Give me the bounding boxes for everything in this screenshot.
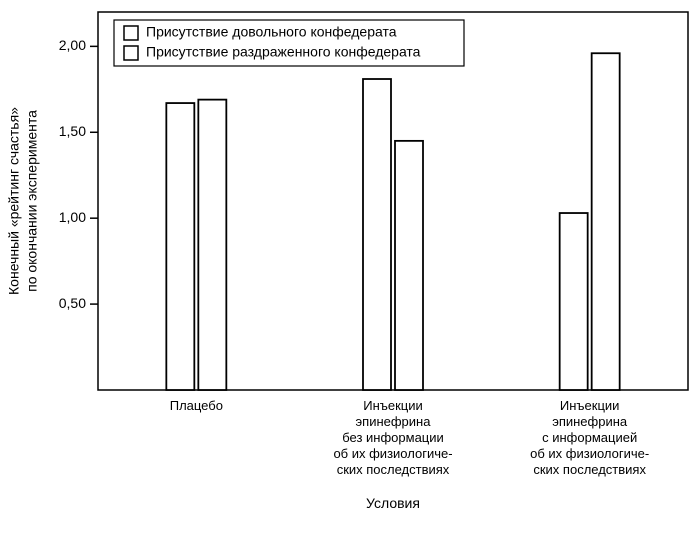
- x-category-label-line: ских последствиях: [533, 462, 646, 477]
- x-category-label-line: без информации: [342, 430, 444, 445]
- y-tick-label: 0,50: [59, 295, 86, 311]
- bar-group0-series1: [198, 100, 226, 390]
- x-category-label-line: с информацией: [542, 430, 637, 445]
- y-tick-label: 1,50: [59, 123, 86, 139]
- x-category-label-line: Инъекции: [560, 398, 620, 413]
- y-tick-label: 2,00: [59, 37, 86, 53]
- y-axis-label-line: по окончании эксперимента: [24, 110, 40, 292]
- legend-swatch: [124, 46, 138, 60]
- x-category-label-line: об их физиологиче-: [530, 446, 649, 461]
- x-category-label-line: об их физиологиче-: [333, 446, 452, 461]
- y-tick-label: 1,00: [59, 209, 86, 225]
- bar-group1-series0: [363, 79, 391, 390]
- bar-group2-series0: [560, 213, 588, 390]
- x-category-label-line: эпинефрина: [552, 414, 628, 429]
- bar-group2-series1: [592, 53, 620, 390]
- x-category-label-line: ских последствиях: [337, 462, 450, 477]
- x-category-label-line: эпинефрина: [356, 414, 432, 429]
- x-axis-label: Условия: [366, 495, 420, 511]
- bar-group0-series0: [166, 103, 194, 390]
- bar-group1-series1: [395, 141, 423, 390]
- legend-label: Присутствие раздраженного конфедерата: [146, 44, 421, 60]
- x-category-label-line: Инъекции: [363, 398, 423, 413]
- y-axis-label-line: Конечный «рейтинг счастья»: [6, 107, 22, 295]
- legend-label: Присутствие довольного конфедерата: [146, 24, 397, 40]
- legend-swatch: [124, 26, 138, 40]
- happiness-bar-chart: 0,50 1,00 1,50 2,00 Конечный «рейтинг счасть…: [0, 0, 700, 533]
- x-category-label-line: Плацебо: [170, 398, 223, 413]
